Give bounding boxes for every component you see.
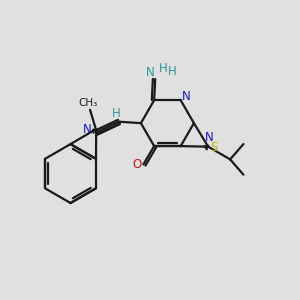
Text: H: H [158,62,167,75]
Text: N: N [146,66,154,79]
Text: O: O [132,158,142,172]
Text: H: H [168,65,177,78]
Text: S: S [210,141,217,154]
Text: N: N [82,123,91,136]
Text: N: N [204,131,213,144]
Text: N: N [182,90,190,103]
Text: H: H [112,107,120,120]
Text: CH₃: CH₃ [78,98,97,108]
